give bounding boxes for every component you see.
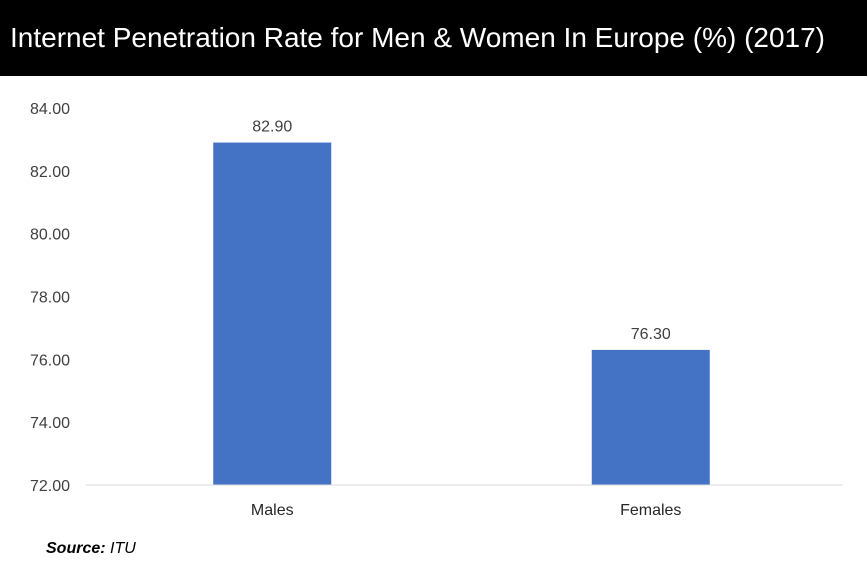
source-note: Source: ITU [46, 540, 136, 558]
title-bar: Internet Penetration Rate for Men & Wome… [0, 0, 867, 76]
y-tick-label: 76.00 [30, 352, 70, 369]
y-axis-ticks: 72.00 74.00 76.00 78.00 80.00 82.00 84.00 [30, 101, 70, 495]
bar-females [591, 349, 710, 485]
y-tick-label: 82.00 [30, 164, 70, 181]
bar-chart: 72.00 74.00 76.00 78.00 80.00 82.00 84.00 82.9… [30, 101, 843, 519]
source-label: Source: [46, 540, 106, 557]
x-label-males: Males [251, 502, 294, 519]
bar-males [213, 142, 332, 485]
chart-title: Internet Penetration Rate for Men & Wome… [10, 22, 826, 53]
y-tick-label: 78.00 [30, 290, 70, 307]
y-tick-label: 84.00 [30, 101, 70, 118]
data-labels: 82.90 76.30 [252, 119, 671, 343]
y-tick-label: 72.00 [30, 478, 70, 495]
source-value: ITU [110, 540, 136, 557]
x-label-females: Females [620, 502, 681, 519]
y-tick-label: 74.00 [30, 415, 70, 432]
data-label-males: 82.90 [252, 119, 292, 136]
data-label-females: 76.30 [631, 326, 671, 343]
bars [213, 142, 710, 485]
y-tick-label: 80.00 [30, 227, 70, 244]
x-axis-labels: Males Females [251, 502, 682, 519]
